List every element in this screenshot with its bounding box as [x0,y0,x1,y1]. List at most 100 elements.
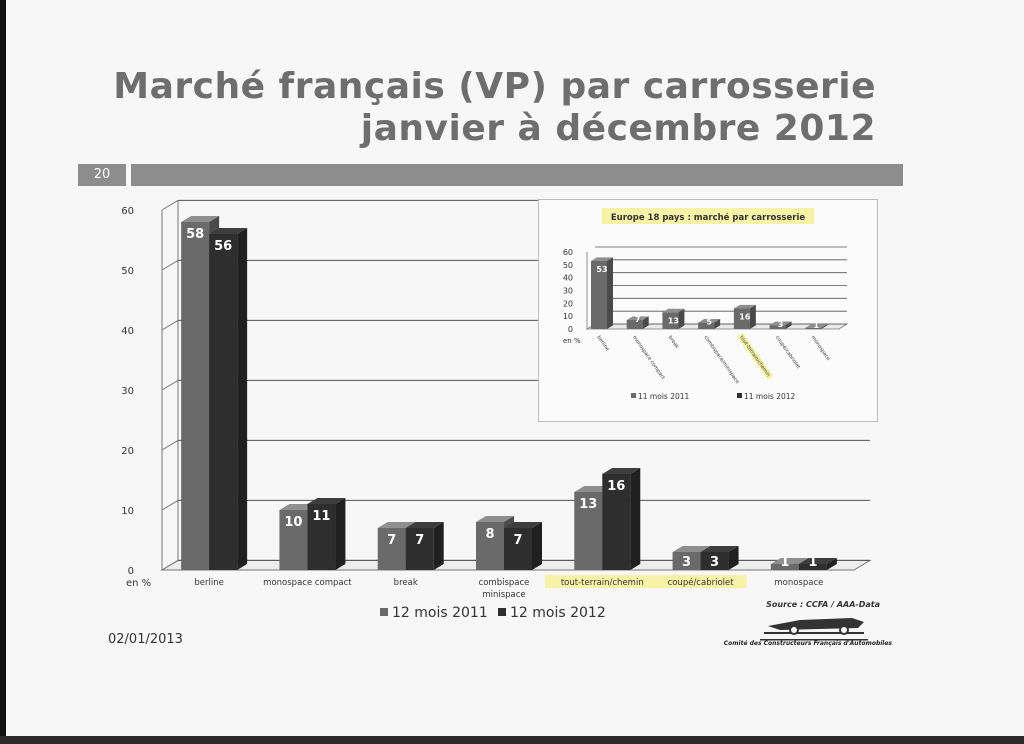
main-bar [602,468,641,570]
inset-category-label: break [667,335,680,350]
main-bar-side [532,522,542,570]
inset-category-label: berline [595,335,610,353]
main-bar-side [237,228,248,570]
main-legend-label: 12 mois 2012 [510,605,606,621]
inset-category-label: tout-terrain/chemin [738,335,771,378]
main-bar-top [209,228,248,234]
main-data-label: 56 [214,239,232,254]
main-ytick-label: 60 [121,206,134,217]
main-bar-top [476,516,514,522]
slide-title-line2: janvier à décembre 2012 [360,108,876,149]
main-data-label: 3 [682,555,691,570]
inset-legend-label: 11 mois 2011 [638,392,690,401]
inset-bar-front [662,312,679,329]
main-grid-diag [161,259,179,271]
inset-bar-side [821,324,828,329]
main-ytick-label: 40 [121,326,134,337]
main-bar-front [798,564,827,570]
main-grid-diag [161,439,179,451]
inset-legend-swatch [737,393,742,398]
main-ytick-label: 50 [121,266,134,277]
inset-ytick-label: 20 [563,299,573,308]
main-data-label: 7 [415,533,424,548]
main-category-label: coupé/cabriolet [668,577,735,588]
main-category-highlight [654,575,747,588]
main-bar-front [770,564,799,570]
main-bar-front [504,528,532,570]
inset-data-label: 1 [813,321,819,330]
main-category-label: break [394,578,418,588]
main-bar [307,498,346,570]
main-data-label: 3 [710,555,719,570]
inset-bar-front [805,327,822,329]
main-bar-front [476,522,504,570]
main-bar [405,522,444,570]
main-bar-top [504,522,542,528]
inset-bar [733,304,756,329]
inset-data-label: 13 [668,316,679,325]
main-bar-top [405,522,444,528]
main-bar-side [728,546,739,570]
inset-ytick-label: 60 [563,248,573,257]
main-data-label: 10 [284,515,302,530]
main-bar-front [602,474,631,570]
inset-bar [805,324,828,329]
slide-title: Marché français (VP) par carrosserie jan… [113,66,876,150]
main-bar-top [672,546,711,552]
main-data-label: 11 [312,509,330,524]
main-bar-front [574,492,603,570]
inset-bar-side [642,316,649,329]
main-bar-top [307,498,346,504]
main-grid-diag [161,559,179,571]
main-bar [798,558,837,570]
inset-data-label: 16 [739,312,751,321]
main-bar-front [672,552,701,570]
inset-bar-front [626,320,643,329]
main-data-label: 16 [607,479,625,494]
inset-bar [698,318,721,329]
main-grid-diag [161,499,179,511]
inset-bar [769,321,792,329]
slide-number: 20 [78,164,126,186]
main-legend-swatch [380,608,388,616]
main-bar-front [307,504,336,570]
inset-ytick-label: 50 [563,261,573,270]
main-data-label: 7 [387,533,396,548]
main-bar-front [700,552,729,570]
main-grid-diag [161,379,179,391]
main-data-label: 58 [186,227,204,242]
inset-chart-panel: Europe 18 pays : marché par carrosserie 0… [538,199,878,422]
inset-bar-front [733,308,750,329]
main-data-label: 8 [485,527,494,542]
inset-bar-front [769,325,786,329]
source-note: Source : CCFA / AAA-Data [766,600,880,609]
main-bar-side [335,498,346,570]
scan-border-bottom [0,736,1024,744]
inset-bar [626,316,649,329]
inset-category-label: monospace [810,335,831,362]
main-category-label: berline [194,578,223,588]
inset-legend-label: 11 mois 2012 [744,392,796,401]
inset-ytick-label: 40 [563,274,573,283]
inset-ytick-label: 0 [568,325,573,334]
inset-category-highlight [737,332,774,381]
inset-bar-side [714,318,721,329]
inset-bar-top [769,321,792,326]
main-ytick-label: 20 [121,446,134,457]
main-bar-top [377,522,416,528]
inset-data-label: 7 [635,315,641,324]
main-bar-front [377,528,406,570]
slide-title-line1: Marché français (VP) par carrosserie [113,66,876,107]
main-category-label: combispace [479,578,530,588]
main-bar [700,546,739,570]
inset-category-label: coupé/cabriolet [774,334,802,370]
main-bar-side [826,558,837,570]
inset-bar-front [591,260,607,329]
main-y-unit: en % [126,578,151,589]
main-bar-front [405,528,434,570]
inset-legend-swatch [631,393,636,398]
organization-name: Comité des Constructeurs Français d'Auto… [723,640,892,647]
main-bar-top [602,468,641,474]
inset-ytick-label: 10 [563,312,573,321]
inset-y-unit: en % [563,337,581,345]
